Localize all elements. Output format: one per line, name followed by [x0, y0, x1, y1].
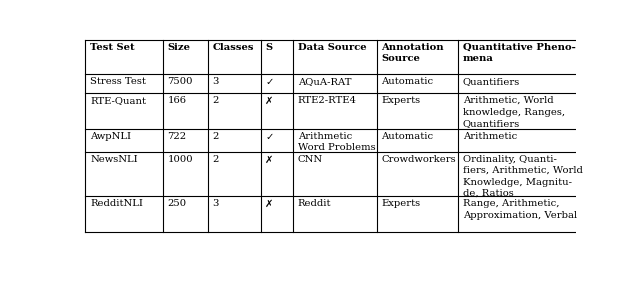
Text: Range, Arithmetic,
Approximation, Verbal: Range, Arithmetic, Approximation, Verbal [463, 199, 577, 220]
Text: Crowdworkers: Crowdworkers [381, 155, 456, 164]
Text: ✓: ✓ [265, 132, 274, 142]
Text: 166: 166 [168, 96, 187, 105]
Text: S: S [265, 43, 273, 52]
Text: AwpNLI: AwpNLI [90, 132, 131, 141]
Text: ✗: ✗ [265, 96, 274, 106]
Text: Test Set: Test Set [90, 43, 134, 52]
Text: Arithmetic
Word Problems: Arithmetic Word Problems [298, 132, 376, 152]
Text: Stress Test: Stress Test [90, 77, 146, 86]
Text: RTE-Quant: RTE-Quant [90, 96, 146, 105]
Text: RTE2-RTE4: RTE2-RTE4 [298, 96, 356, 105]
Text: 7500: 7500 [168, 77, 193, 86]
Text: 3: 3 [212, 199, 219, 208]
Text: Data Source: Data Source [298, 43, 366, 52]
Text: AQuA-RAT: AQuA-RAT [298, 77, 351, 86]
Text: Experts: Experts [381, 96, 420, 105]
Text: ✗: ✗ [265, 155, 274, 165]
Text: Reddit: Reddit [298, 199, 332, 208]
Text: Size: Size [168, 43, 191, 52]
Text: 250: 250 [168, 199, 187, 208]
Text: Classes: Classes [212, 43, 254, 52]
Text: 2: 2 [212, 132, 219, 141]
Text: CNN: CNN [298, 155, 323, 164]
Text: Automatic: Automatic [381, 77, 434, 86]
Text: 722: 722 [168, 132, 187, 141]
Text: Arithmetic, World
knowledge, Ranges,
Quantifiers: Arithmetic, World knowledge, Ranges, Qua… [463, 96, 565, 128]
Text: 2: 2 [212, 96, 219, 105]
Text: ✓: ✓ [265, 77, 274, 87]
Text: 2: 2 [212, 155, 219, 164]
Text: ✗: ✗ [265, 199, 274, 209]
Text: Annotation
Source: Annotation Source [381, 43, 444, 63]
Text: Quantitative Pheno-
mena: Quantitative Pheno- mena [463, 43, 575, 63]
Text: 1000: 1000 [168, 155, 193, 164]
Text: Quantifiers: Quantifiers [463, 77, 520, 86]
Text: 3: 3 [212, 77, 219, 86]
Text: Ordinality, Quanti-
fiers, Arithmetic, World
Knowledge, Magnitu-
de, Ratios: Ordinality, Quanti- fiers, Arithmetic, W… [463, 155, 583, 198]
Text: Arithmetic: Arithmetic [463, 132, 517, 141]
Text: RedditNLI: RedditNLI [90, 199, 143, 208]
Text: Experts: Experts [381, 199, 420, 208]
Text: Automatic: Automatic [381, 132, 434, 141]
Text: NewsNLI: NewsNLI [90, 155, 138, 164]
